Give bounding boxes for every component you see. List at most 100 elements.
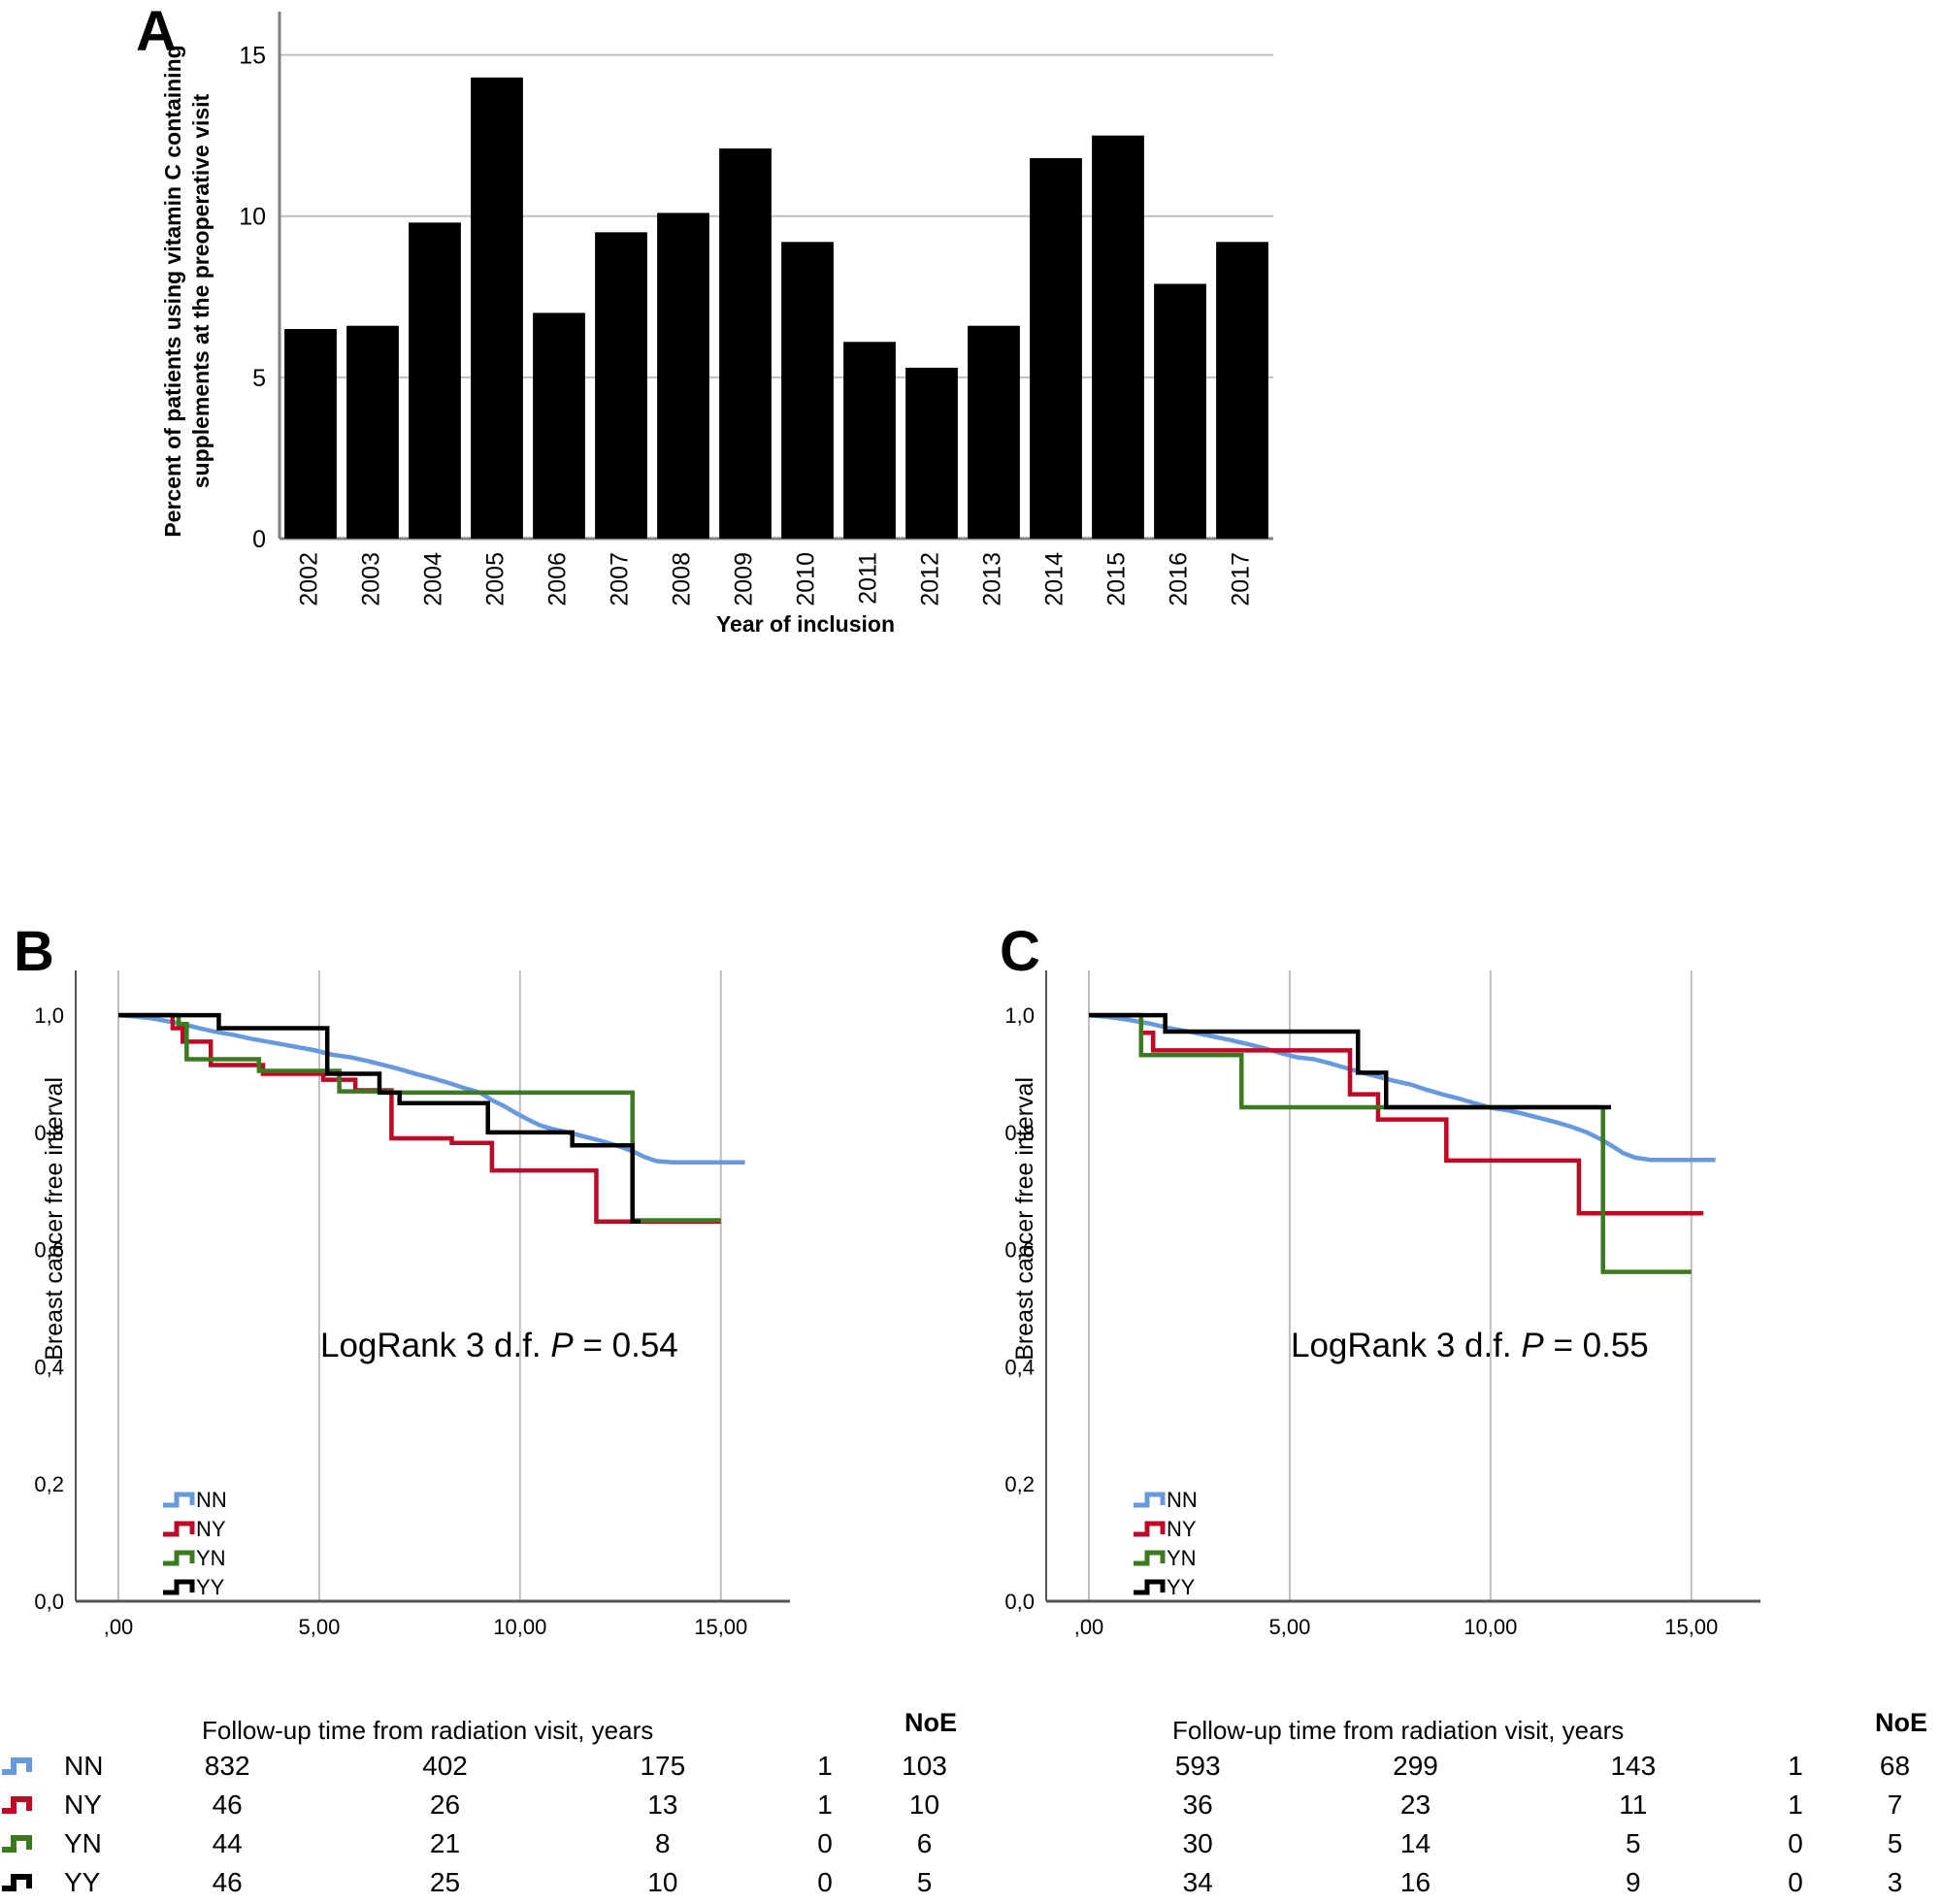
bar bbox=[905, 367, 958, 539]
bar bbox=[1092, 135, 1144, 539]
bar bbox=[346, 325, 399, 539]
panel-b-km-chart: 0,0 0,2 0,4 0,6 0,8 1,0 ,00 5,00 10,00 15,00 LogRa… bbox=[34, 970, 790, 1639]
bar bbox=[968, 325, 1020, 539]
panel-a-x-tick: 2012 bbox=[917, 552, 944, 607]
panel-a-x-tick: 2015 bbox=[1103, 552, 1131, 607]
km-x-tick: 15,00 bbox=[694, 1615, 747, 1639]
panel-a-x-tick: 2008 bbox=[669, 552, 696, 607]
km-curve-nn bbox=[1088, 1012, 1716, 1163]
legend-swatch-yn bbox=[163, 1550, 195, 1566]
logrank-annotation: LogRank 3 d.f. P = 0.54 bbox=[320, 1327, 678, 1364]
risk-row-swatch bbox=[970, 1747, 1035, 1786]
km-x-tick: 10,00 bbox=[493, 1615, 546, 1639]
risk-count: 26 bbox=[429, 1789, 461, 1820]
km-y-tick: 0,0 bbox=[1004, 1590, 1035, 1614]
panel-a-x-tick: 2003 bbox=[358, 552, 385, 607]
risk-row-label: YN bbox=[64, 1828, 102, 1858]
panel-a-x-tick: 2004 bbox=[420, 552, 447, 607]
risk-count: 0 bbox=[1788, 1828, 1803, 1858]
km-curve-ny bbox=[1089, 1012, 1704, 1216]
risk-count: 8 bbox=[655, 1828, 671, 1858]
bar bbox=[409, 222, 461, 539]
km-x-tick: ,00 bbox=[104, 1615, 134, 1639]
legend-label: NY bbox=[196, 1517, 226, 1541]
risk-noe: 5 bbox=[916, 1867, 933, 1897]
km-x-tick: 10,00 bbox=[1464, 1615, 1517, 1639]
risk-count: 832 bbox=[204, 1751, 250, 1781]
km-legend-item: YY bbox=[163, 1575, 225, 1599]
bar bbox=[1216, 242, 1268, 539]
legend-label: NY bbox=[1167, 1517, 1197, 1541]
km-y-tick: 1,0 bbox=[1004, 1003, 1035, 1028]
risk-count: 23 bbox=[1399, 1789, 1431, 1820]
panel-a-x-tick: 2017 bbox=[1228, 552, 1255, 607]
risk-count: 13 bbox=[647, 1789, 678, 1820]
risk-table: 593 299 143 1 68 36 23 11 1 7 30 14 5 0 5 34 16 9 0 3 bbox=[970, 1747, 1941, 1902]
risk-count: 1 bbox=[1788, 1751, 1803, 1781]
bar bbox=[1030, 157, 1082, 540]
bar bbox=[595, 232, 647, 539]
km-y-tick: 1,0 bbox=[34, 1003, 64, 1028]
bar bbox=[781, 242, 834, 539]
risk-count: 25 bbox=[429, 1867, 461, 1897]
legend-label: NN bbox=[196, 1488, 227, 1512]
risk-count: 5 bbox=[1626, 1828, 1641, 1858]
km-x-tick: 5,00 bbox=[1269, 1615, 1311, 1639]
km-y-tick: 0,8 bbox=[34, 1121, 64, 1145]
panel-a-x-tick: 2009 bbox=[731, 552, 758, 607]
panel-a-x-tick: 2007 bbox=[607, 552, 634, 607]
km-y-tick: 0,4 bbox=[1004, 1355, 1035, 1379]
km-curve-nn bbox=[117, 1012, 745, 1165]
legend-label: YN bbox=[1167, 1546, 1197, 1570]
risk-count: 21 bbox=[429, 1828, 461, 1858]
panel-a-x-tick: 2013 bbox=[979, 552, 1006, 607]
risk-count: 46 bbox=[212, 1789, 243, 1820]
risk-row-label bbox=[1035, 1786, 1089, 1824]
risk-row-swatch bbox=[0, 1863, 64, 1902]
legend-swatch-yy bbox=[1134, 1579, 1166, 1595]
risk-noe: 3 bbox=[1887, 1867, 1903, 1897]
legend-swatch-ny bbox=[163, 1521, 195, 1537]
legend-swatch-nn bbox=[163, 1492, 195, 1508]
risk-row-swatch bbox=[970, 1863, 1035, 1902]
legend-label: YN bbox=[196, 1546, 226, 1570]
panel-a-y-tick: 5 bbox=[252, 365, 266, 392]
legend-label: YY bbox=[1167, 1575, 1196, 1599]
risk-row-swatch bbox=[970, 1824, 1035, 1863]
risk-count: 14 bbox=[1399, 1828, 1431, 1858]
panel-b-label: B bbox=[14, 920, 54, 983]
panel-a-y-tick: 15 bbox=[239, 43, 266, 70]
table-row: YN 44 21 8 0 6 bbox=[0, 1824, 970, 1863]
panel-a-y-axis-title: Percent of patients using vitamin C cont… bbox=[160, 45, 214, 538]
risk-count: 0 bbox=[817, 1867, 833, 1897]
risk-count: 30 bbox=[1182, 1828, 1213, 1858]
panel-a-x-tick: 2016 bbox=[1166, 552, 1193, 607]
km-legend-item: YN bbox=[163, 1546, 226, 1570]
km-y-tick: 0,8 bbox=[1004, 1121, 1035, 1145]
legend-label: NN bbox=[1167, 1488, 1198, 1512]
km-curve-yy bbox=[118, 1012, 641, 1224]
panel-c-noe-header: NoE bbox=[1875, 1708, 1927, 1737]
km-x-tick: 15,00 bbox=[1664, 1615, 1718, 1639]
panel-a-x-tick: 2014 bbox=[1041, 552, 1069, 607]
risk-row-label bbox=[1035, 1863, 1089, 1902]
risk-count: 299 bbox=[1393, 1751, 1438, 1781]
km-y-tick: 0,2 bbox=[1004, 1472, 1035, 1496]
table-row: 30 14 5 0 5 bbox=[970, 1824, 1941, 1863]
risk-row-label: YY bbox=[64, 1867, 101, 1897]
risk-row-swatch bbox=[0, 1786, 64, 1824]
risk-count: 0 bbox=[817, 1828, 833, 1858]
risk-count: 0 bbox=[1788, 1867, 1803, 1897]
risk-count: 11 bbox=[1619, 1789, 1648, 1820]
panel-b-noe-header: NoE bbox=[905, 1708, 957, 1737]
risk-noe: 10 bbox=[908, 1789, 940, 1820]
table-row: YY 46 25 10 0 5 bbox=[0, 1863, 970, 1902]
risk-count: 34 bbox=[1182, 1867, 1213, 1897]
panel-a-y-tick: 0 bbox=[252, 526, 266, 553]
bar bbox=[1154, 283, 1206, 539]
risk-row-label bbox=[1035, 1747, 1089, 1786]
panel-b-x-axis-title: Follow-up time from radiation visit, yea… bbox=[202, 1716, 654, 1745]
km-legend-item: NN bbox=[163, 1488, 227, 1512]
risk-count: 9 bbox=[1626, 1867, 1641, 1897]
table-row: 36 23 11 1 7 bbox=[970, 1786, 1941, 1824]
